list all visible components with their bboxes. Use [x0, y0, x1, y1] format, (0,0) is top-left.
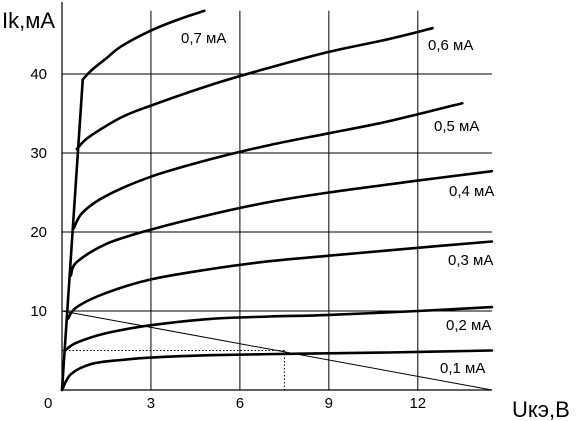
curve-label: 0,3 мА [448, 252, 493, 269]
x-tick-label: 9 [325, 395, 333, 412]
auxiliary-lines [61, 310, 493, 391]
curve-label: 0,1 мА [440, 360, 485, 377]
y-axis-title: Ik,мA [2, 8, 55, 33]
curve-label: 0,4 мА [449, 183, 494, 200]
curve-label: 0,2 мА [446, 317, 491, 334]
x-tick-label: 3 [147, 395, 155, 412]
saturation-line [60, 78, 85, 392]
curve-07 [81, 9, 206, 81]
curve-05 [72, 101, 464, 230]
curve-04 [69, 169, 494, 277]
y-tick-label: 30 [30, 145, 47, 162]
curve-label: 0,6 мА [428, 37, 473, 54]
curve-label: 0,7 мА [181, 30, 226, 47]
axes [61, 2, 492, 391]
x-tick-label: 6 [236, 395, 244, 412]
curve-labels: 0,1 мА 0,2 мА 0,3 мА 0,4 мА 0,5 мА 0,6 мА 0,7 … [181, 30, 494, 377]
y-tick-label: 10 [30, 303, 47, 320]
grid-lines [62, 10, 492, 390]
y-tick-label: 40 [30, 66, 47, 83]
curve-06 [75, 26, 434, 151]
x-tick-label: 12 [409, 395, 426, 412]
curve-03 [66, 240, 494, 321]
curve-02 [63, 305, 494, 352]
curve-01 [60, 349, 494, 392]
output-curves [60, 9, 494, 392]
y-tick-label: 20 [30, 224, 47, 241]
origin-label: 0 [44, 395, 52, 412]
curve-label: 0,5 мА [434, 118, 479, 135]
tick-labels: 3 6 9 12 10 20 30 40 [30, 66, 426, 412]
x-axis-title: Uкэ,В [512, 397, 570, 421]
